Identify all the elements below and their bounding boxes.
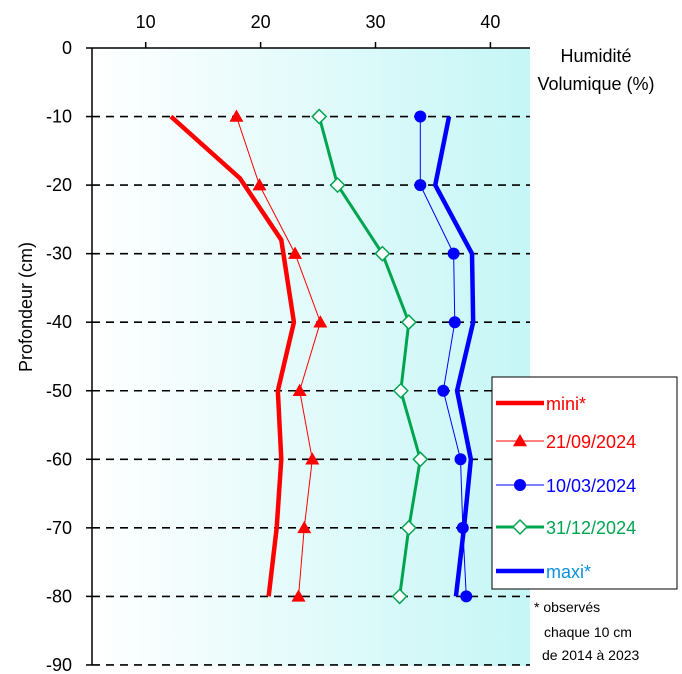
legend-label: mini* — [546, 394, 586, 414]
data-point-diamond — [311, 108, 328, 125]
data-point-circle — [447, 247, 460, 260]
data-point-triangle — [305, 452, 320, 465]
x-tick-label: 10 — [136, 12, 156, 32]
y-tick-label: -20 — [46, 175, 72, 195]
data-point-diamond — [511, 518, 529, 536]
x-tick-label: 30 — [365, 12, 385, 32]
footnote-line-3: de 2014 à 2023 — [542, 647, 640, 663]
series-31-12-2024 — [311, 108, 429, 605]
series-line — [432, 116, 476, 597]
plot-background — [92, 48, 530, 666]
data-point-circle — [414, 179, 427, 192]
y-tick-label: -90 — [46, 655, 72, 674]
data-point-triangle — [513, 434, 527, 447]
data-series — [169, 108, 476, 605]
x-tick-labels: 10 20 30 40 — [136, 12, 501, 32]
legend-label: 10/03/2024 — [546, 476, 636, 496]
data-point-circle — [454, 453, 467, 466]
x-tick-label: 40 — [480, 12, 500, 32]
y-tick-label: -80 — [46, 586, 72, 606]
legend-item: 21/09/2024 — [496, 432, 636, 452]
data-point-triangle — [291, 589, 306, 602]
data-point-circle — [456, 521, 469, 534]
legend-item: maxi* — [496, 562, 591, 582]
y-tick-label: -30 — [46, 244, 72, 264]
series-10-03-2024 — [414, 110, 473, 603]
data-point-diamond — [391, 588, 408, 605]
data-point-circle — [448, 316, 461, 329]
footnote-line-2: chaque 10 cm — [544, 624, 632, 640]
footnote-line-1: * observés — [534, 599, 600, 615]
legend-item: 31/12/2024 — [496, 518, 636, 538]
y-tick-labels: 0 -10 -20 -30 -40 -50 -60 -70 -80 -90 — [46, 38, 72, 674]
data-point-diamond — [329, 177, 346, 194]
y-tick-label: -40 — [46, 312, 72, 332]
data-point-triangle — [252, 178, 267, 191]
data-point-circle — [514, 479, 526, 491]
series-line — [317, 116, 422, 597]
y-tick-label: -70 — [46, 518, 72, 538]
series-line — [235, 116, 321, 597]
x-axis-unit-label: Humidité Volumique (%) — [537, 46, 654, 94]
data-point-triangle — [288, 246, 303, 259]
data-point-circle — [437, 384, 450, 397]
y-tick-label: -60 — [46, 449, 72, 469]
data-point-triangle — [292, 383, 307, 396]
legend: mini* 21/09/2024 10/03/2024 31/12/2024 maxi* — [491, 376, 678, 590]
x-axis-label-line-1: Humidité — [560, 46, 631, 66]
y-tick-label: 0 — [62, 38, 72, 58]
data-point-circle — [414, 110, 427, 123]
y-tick-label: -10 — [46, 107, 72, 127]
data-point-diamond — [374, 245, 391, 262]
series-21-09-2024 — [229, 109, 328, 602]
legend-label: 21/09/2024 — [546, 432, 636, 452]
data-point-triangle — [313, 315, 328, 328]
y-axis-label: Profondeur (cm) — [16, 242, 36, 372]
series-line — [169, 114, 297, 597]
data-point-circle — [460, 590, 473, 603]
series-maxi- — [432, 116, 476, 597]
footnote: * observés chaque 10 cm de 2014 à 2023 — [534, 599, 640, 663]
legend-item: mini* — [496, 394, 586, 414]
legend-label: 31/12/2024 — [546, 518, 636, 538]
legend-label: maxi* — [546, 562, 591, 582]
series-line — [419, 116, 467, 597]
legend-item: 10/03/2024 — [496, 476, 636, 496]
x-tick-label: 20 — [251, 12, 271, 32]
data-point-diamond — [400, 519, 417, 536]
x-axis-label-line-2: Volumique (%) — [537, 74, 654, 94]
data-point-triangle — [297, 520, 312, 534]
series-mini- — [169, 114, 297, 597]
data-point-diamond — [412, 451, 429, 468]
axes — [86, 42, 530, 666]
data-point-diamond — [400, 314, 417, 331]
data-point-diamond — [392, 382, 409, 399]
data-point-triangle — [229, 109, 244, 122]
y-tick-label: -50 — [46, 381, 72, 401]
